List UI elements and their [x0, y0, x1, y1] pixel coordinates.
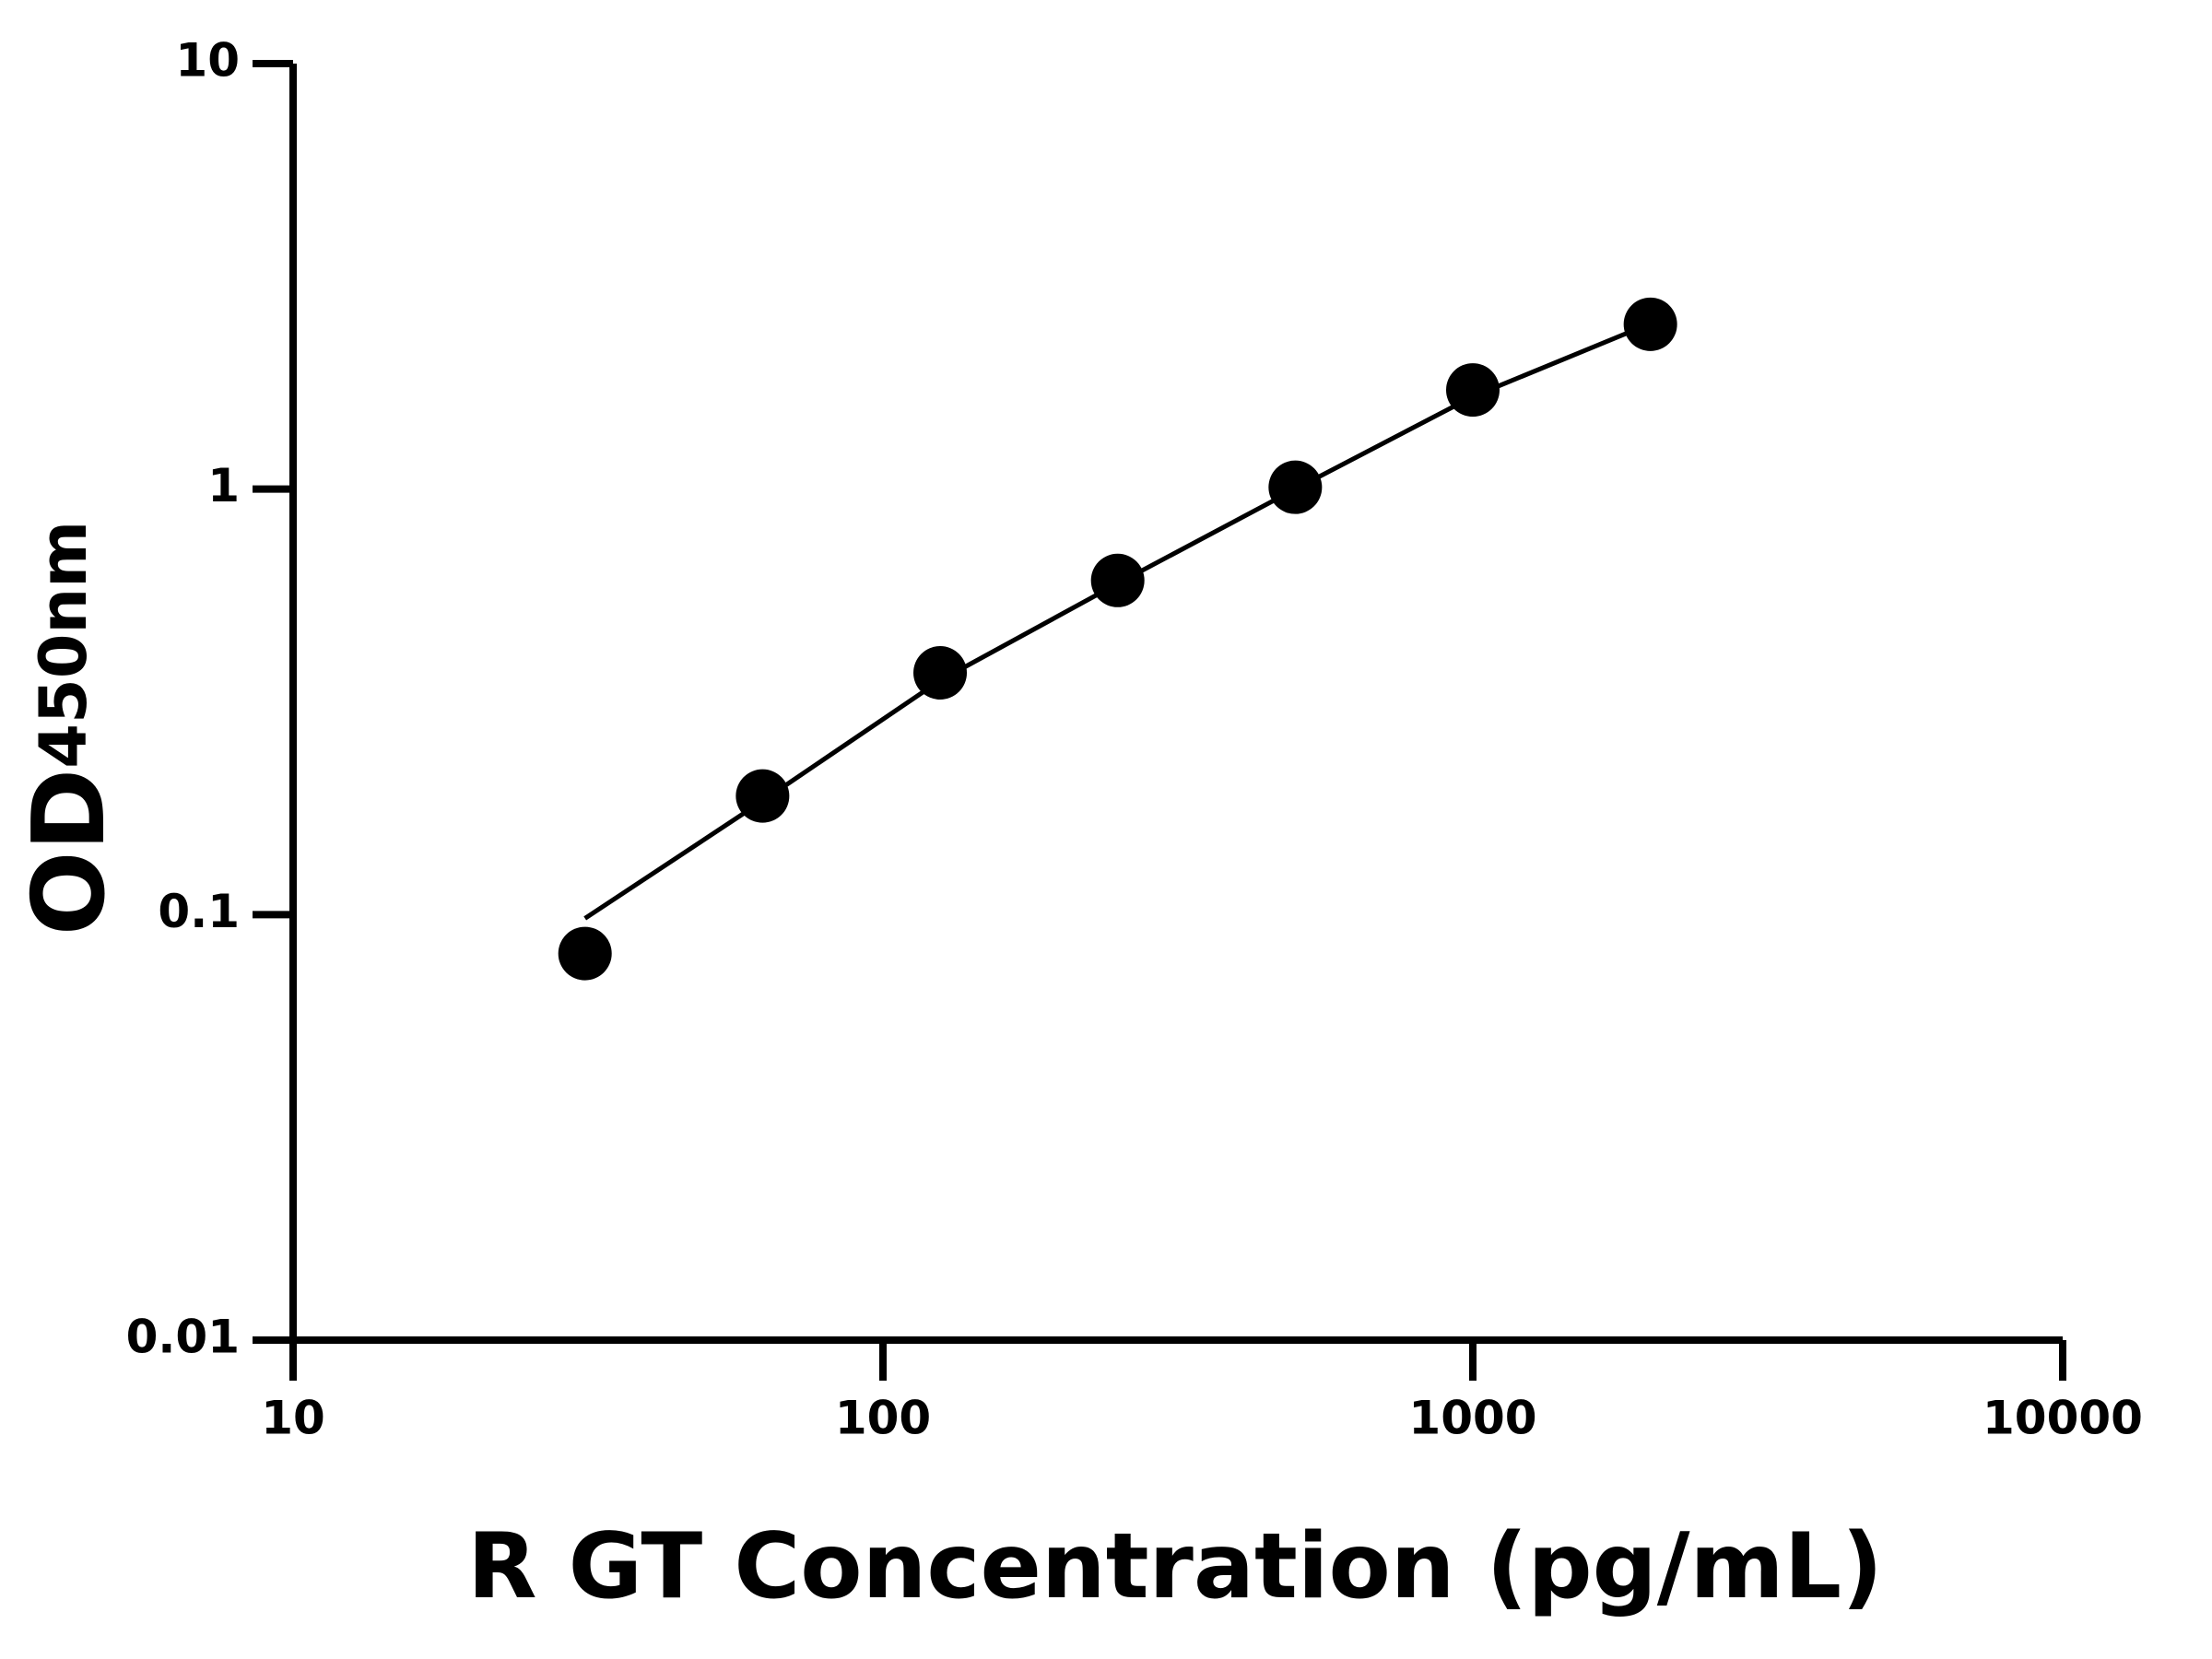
data-point — [1090, 553, 1145, 607]
x-tick-label: 100 — [835, 1392, 931, 1445]
data-point — [913, 646, 968, 700]
y-tick-label: 1 — [207, 459, 240, 512]
x-tick-label: 10000 — [1983, 1392, 2143, 1445]
data-point — [558, 926, 612, 981]
y-axis-label-sub: 450nm — [26, 521, 101, 769]
data-point — [1446, 363, 1500, 418]
data-point — [1623, 297, 1677, 351]
y-axis-label: OD450nm — [12, 521, 127, 935]
x-tick-label: 1000 — [1408, 1392, 1536, 1445]
y-tick-label: 0.1 — [158, 885, 240, 938]
y-tick-label: 10 — [175, 34, 240, 88]
y-axis-label-main: OD — [12, 769, 127, 935]
y-tick-label: 0.01 — [126, 1311, 240, 1364]
fit-curve — [583, 321, 1652, 921]
x-tick-label: 10 — [261, 1392, 325, 1445]
data-point — [1268, 460, 1323, 514]
data-point — [735, 769, 790, 823]
x-axis-label: R GT Concentration (pg/mL) — [467, 1514, 1883, 1619]
